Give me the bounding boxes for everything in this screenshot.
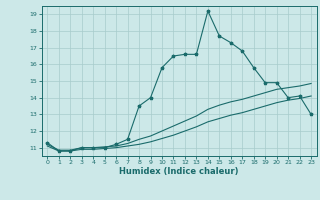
X-axis label: Humidex (Indice chaleur): Humidex (Indice chaleur) bbox=[119, 167, 239, 176]
